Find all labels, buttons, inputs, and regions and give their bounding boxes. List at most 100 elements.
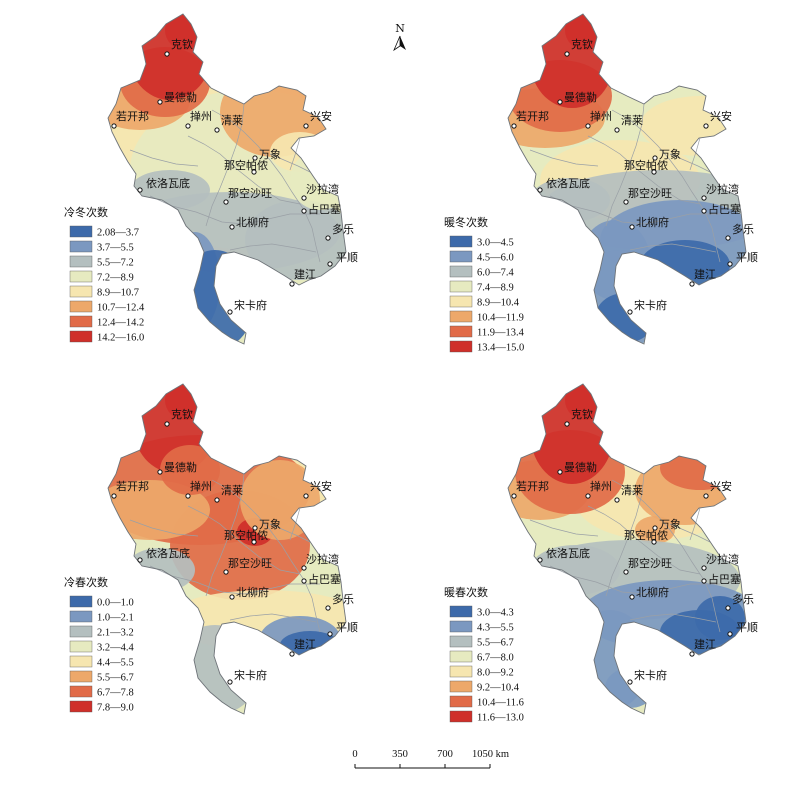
- country-outline: [507, 13, 747, 345]
- city-point: [725, 235, 731, 241]
- legend-label: 10.7—12.4: [97, 303, 145, 314]
- city-label: 曼德勒: [164, 90, 197, 104]
- city-label: 那空帕侬: [224, 158, 268, 172]
- city-label: 多乐: [332, 592, 354, 606]
- city-label: 建江: [294, 637, 316, 651]
- legend-label: 5.5—7.2: [97, 258, 134, 269]
- legend-swatch: [449, 620, 473, 633]
- legend-swatch: [69, 300, 93, 313]
- legend-swatch: [69, 625, 93, 638]
- legend-swatch: [69, 225, 93, 238]
- city-point: [614, 127, 620, 133]
- city-label: 掸州: [590, 479, 612, 493]
- city-point: [557, 99, 563, 105]
- legend-title: 暖春次数: [444, 585, 488, 599]
- city-label: 克钦: [171, 38, 193, 51]
- city-label: 万象: [259, 518, 281, 531]
- city-label: 那空帕侬: [224, 528, 268, 542]
- legend-label: 7.8—9.0: [97, 703, 134, 714]
- city-label: 宋卡府: [234, 298, 267, 312]
- city-label: 若开邦: [516, 110, 549, 123]
- legend-label: 6.0—7.4: [477, 268, 515, 279]
- city-label: 北柳府: [236, 585, 269, 599]
- legend-label: 3.2—4.4: [97, 643, 135, 654]
- city-point: [651, 169, 657, 175]
- scale-tick-3: 1050 km: [472, 749, 509, 760]
- legend-label: 6.7—8.0: [477, 653, 514, 664]
- legend-label: 11.6—13.0: [477, 713, 524, 724]
- city-point: [223, 569, 229, 575]
- legend-label: 4.3—5.5: [477, 623, 514, 634]
- legend-label: 5.5—6.7: [477, 638, 514, 649]
- city-label: 掸州: [190, 479, 212, 493]
- city-point: [301, 208, 307, 214]
- legend-swatch: [69, 595, 93, 608]
- city-label: 清莱: [621, 484, 643, 497]
- admin-borders: [529, 103, 721, 263]
- city-label: 万象: [659, 518, 681, 531]
- legend-label: 3.0—4.5: [477, 238, 514, 249]
- city-label: 曼德勒: [564, 90, 597, 104]
- country-outline: [107, 13, 347, 345]
- city-point: [327, 631, 333, 637]
- legend-swatch: [449, 265, 473, 278]
- city-point: [223, 199, 229, 205]
- city-point: [614, 497, 620, 503]
- city-label: 北柳府: [236, 215, 269, 229]
- city-point: [227, 679, 233, 685]
- legend-swatch: [69, 610, 93, 623]
- city-label: 清莱: [621, 114, 643, 127]
- legend-label: 4.4—5.5: [97, 658, 134, 669]
- city-label: 曼德勒: [164, 460, 197, 474]
- city-label: 那空沙旺: [628, 556, 672, 570]
- city-point: [727, 261, 733, 267]
- legend-label: 0.0—1.0: [97, 598, 134, 609]
- scale-tick-1: 350: [392, 749, 408, 760]
- city-point: [564, 51, 570, 57]
- city-label: 占巴塞: [308, 572, 341, 586]
- legend-swatch: [69, 670, 93, 683]
- city-label: 掸州: [190, 109, 212, 123]
- city-point: [627, 309, 633, 315]
- city-point: [164, 51, 170, 57]
- city-label: 多乐: [332, 222, 354, 236]
- legend-swatch: [69, 640, 93, 653]
- city-label: 多乐: [732, 222, 754, 236]
- city-point: [111, 123, 117, 129]
- city-point: [111, 493, 117, 499]
- city-point: [251, 169, 257, 175]
- city-label: 依洛瓦底: [546, 176, 590, 190]
- legend-swatch: [69, 655, 93, 668]
- legend-label: 13.4—15.0: [477, 343, 524, 354]
- city-point: [227, 309, 233, 315]
- legend-swatch: [69, 270, 93, 283]
- legend-label: 7.2—8.9: [97, 273, 134, 284]
- city-label: 那空帕侬: [624, 528, 668, 542]
- city-label: 依洛瓦底: [146, 176, 190, 190]
- city-point: [229, 594, 235, 600]
- city-label: 那空帕侬: [624, 158, 668, 172]
- city-label: 清莱: [221, 484, 243, 497]
- legend-swatch: [449, 710, 473, 723]
- city-point: [537, 557, 543, 563]
- legend: 冷冬次数 2.08—3.7 3.7—5.5 5.5—7.2 7.2—8.9 8.9—10.…: [64, 205, 145, 344]
- city-point: [727, 631, 733, 637]
- legend-swatch: [449, 235, 473, 248]
- legend-swatch: [449, 635, 473, 648]
- city-label: 兴安: [310, 479, 332, 493]
- legend-label: 9.2—10.4: [477, 683, 520, 694]
- north-arrow-label: N: [395, 22, 405, 35]
- city-label: 那空沙旺: [228, 186, 272, 200]
- city-label: 建江: [694, 267, 716, 281]
- scale-tick-2: 700: [437, 749, 453, 760]
- city-label: 若开邦: [516, 480, 549, 493]
- city-point: [157, 469, 163, 475]
- city-point: [303, 123, 309, 129]
- city-label: 克钦: [171, 408, 193, 421]
- map-fill: [508, 384, 746, 714]
